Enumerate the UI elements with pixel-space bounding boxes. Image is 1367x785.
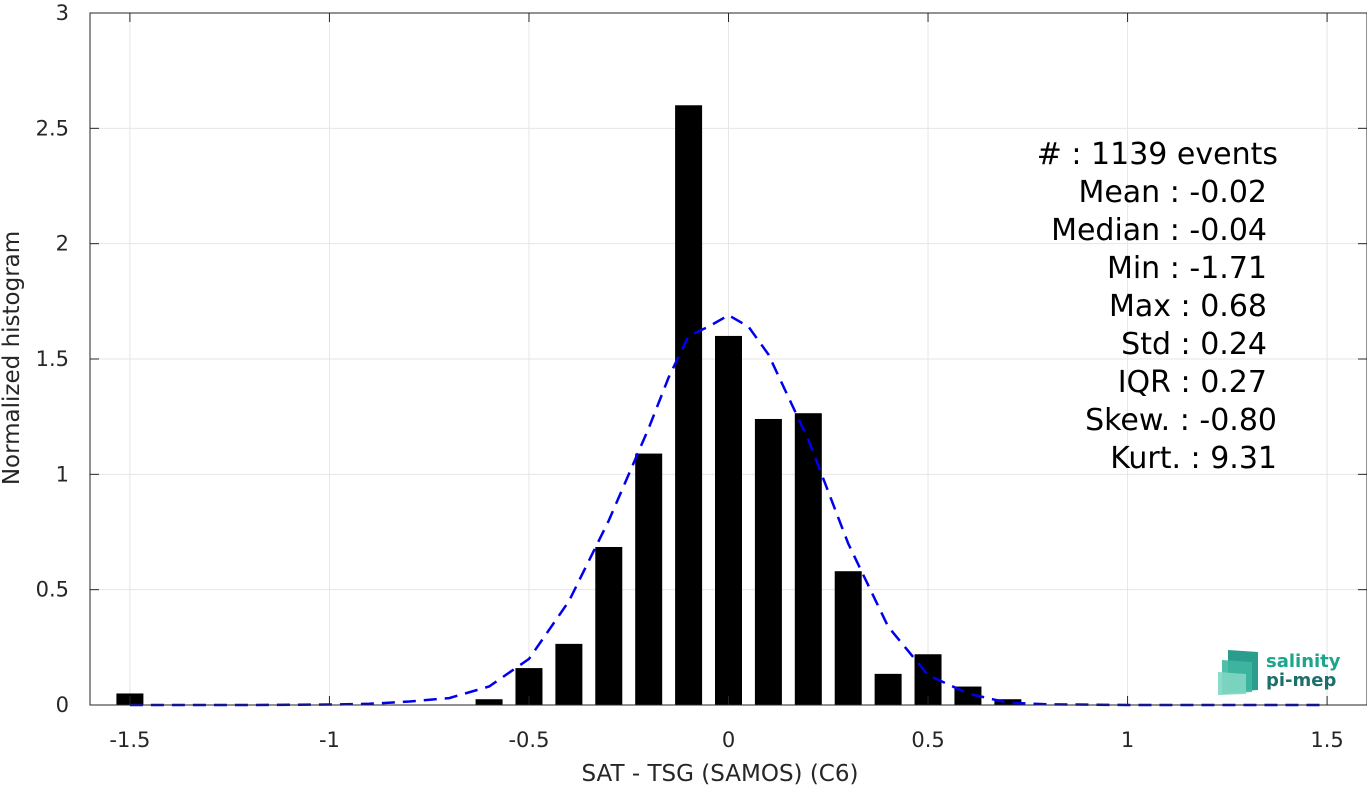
logo-text-salinity: salinity — [1266, 651, 1341, 672]
y-tick-label: 3 — [56, 1, 69, 25]
stat-kurt: Kurt. : 9.31 — [1110, 441, 1277, 476]
y-tick-label: 0.5 — [36, 578, 69, 602]
stat-iqr: IQR : 0.27 — [1118, 365, 1267, 400]
histogram-bar — [635, 453, 663, 705]
statistics-box: # : 1139 events Mean : -0.02 Median : -0… — [1037, 137, 1278, 476]
axis-ticks — [90, 12, 1367, 706]
histogram-bar — [834, 571, 862, 705]
x-tick-label: -1 — [319, 728, 340, 752]
histogram-bar — [874, 673, 902, 705]
histogram-bars — [116, 105, 1022, 706]
y-tick-label: 1.5 — [36, 347, 69, 371]
x-axis-title: SAT - TSG (SAMOS) (C6) — [582, 761, 859, 785]
histogram-bar — [555, 643, 583, 705]
stat-events: # : 1139 events — [1037, 137, 1278, 172]
x-tick-label: -1.5 — [109, 728, 150, 752]
histogram-bar — [754, 418, 782, 705]
y-tick-label: 2.5 — [36, 116, 69, 140]
y-tick-label: 2 — [56, 232, 69, 256]
x-tick-label: 0.5 — [911, 728, 944, 752]
logo-wave-icon — [1218, 650, 1258, 695]
x-tick-label: 0 — [722, 728, 735, 752]
x-tick-label: 1 — [1121, 728, 1134, 752]
stat-skew: Skew. : -0.80 — [1085, 403, 1277, 438]
histogram-bar — [715, 335, 742, 705]
histogram-bar — [794, 413, 822, 705]
salinity-pi-mep-logo: salinity pi-mep — [1218, 650, 1341, 695]
y-tick-label: 1 — [56, 462, 69, 486]
logo-text-pi-mep: pi-mep — [1266, 670, 1336, 691]
y-tick-labels: 0 0.5 1 1.5 2 2.5 3 — [36, 1, 69, 717]
fit-curve — [129, 313, 1328, 707]
histogram-bar — [994, 699, 1022, 705]
x-tick-label: 1.5 — [1310, 728, 1343, 752]
y-tick-label: 0 — [56, 693, 69, 717]
stat-mean: Mean : -0.02 — [1078, 175, 1267, 210]
histogram-bar — [475, 699, 503, 705]
stat-max: Max : 0.68 — [1109, 289, 1267, 324]
x-tick-label: -0.5 — [508, 728, 549, 752]
x-tick-labels: -1.5 -1 -0.5 0 0.5 1 1.5 — [109, 728, 1343, 752]
histogram-bar — [595, 546, 623, 705]
stat-min: Min : -1.71 — [1107, 251, 1267, 286]
stat-std: Std : 0.24 — [1121, 327, 1267, 362]
histogram-bar — [675, 105, 703, 706]
stat-median: Median : -0.04 — [1051, 213, 1267, 248]
y-axis-title: Normalized histogram — [0, 231, 25, 485]
